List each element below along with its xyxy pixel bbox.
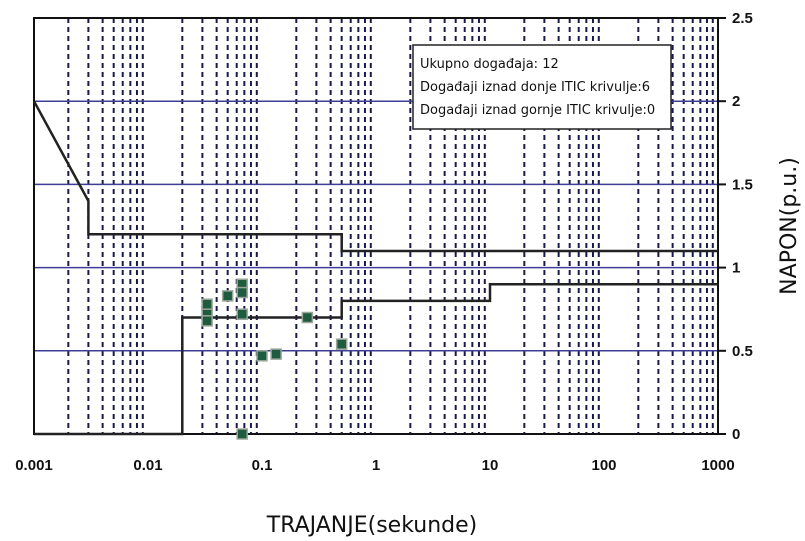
- event-point: [270, 348, 282, 360]
- event-point: [256, 350, 268, 362]
- event-point: [301, 311, 314, 324]
- x-tick-label: 10: [482, 457, 499, 474]
- x-tick-label: 100: [591, 457, 616, 474]
- x-tick-label: 0.001: [15, 457, 53, 474]
- y-tick-label: 1: [732, 260, 740, 277]
- x-tick-labels: 0.001 0.01 0.1 1 10 100 1000: [15, 457, 734, 474]
- event-point: [201, 298, 213, 310]
- y-tick-label: 2.5: [732, 10, 753, 27]
- event-point: [236, 428, 248, 440]
- y-tick-label: 2: [732, 93, 740, 110]
- x-tick-label: 0.1: [252, 457, 273, 474]
- x-tick-label: 1: [372, 457, 380, 474]
- vertical-grid: [67, 18, 714, 434]
- itic-curves: [32, 100, 718, 436]
- horizontal-grid: [34, 100, 718, 352]
- upper-itic-curve: [32, 100, 718, 253]
- x-tick-label: 0.01: [133, 457, 162, 474]
- legend-total-events: Ukupno događaja: 12: [420, 57, 559, 72]
- x-tick-label: 1000: [701, 457, 734, 474]
- plot-frame: [33, 17, 719, 435]
- legend-events-above-lower: Događaji iznad donje ITIC krivulje:6: [420, 80, 650, 95]
- event-point: [236, 308, 248, 320]
- event-point: [221, 290, 234, 302]
- y-axis-title: NAPON(p.u.): [777, 157, 802, 295]
- legend-events-above-upper: Događaji iznad gornje ITIC krivulje:0: [420, 103, 655, 118]
- y-axis-ticks: [718, 17, 726, 435]
- y-tick-label: 0: [732, 426, 740, 443]
- event-point: [201, 315, 213, 327]
- legend-box: Ukupno događaja: 12 Događaji iznad donje…: [412, 44, 672, 130]
- y-tick-label: 0.5: [732, 343, 753, 360]
- x-axis-title: TRAJANJE(sekunde): [266, 513, 478, 538]
- lower-itic-curve: [34, 282, 718, 436]
- event-points: [201, 278, 348, 440]
- event-point: [236, 286, 248, 299]
- y-tick-labels: 0 0.5 1 1.5 2 2.5: [732, 10, 753, 443]
- event-point: [335, 338, 348, 350]
- y-tick-label: 1.5: [732, 176, 753, 193]
